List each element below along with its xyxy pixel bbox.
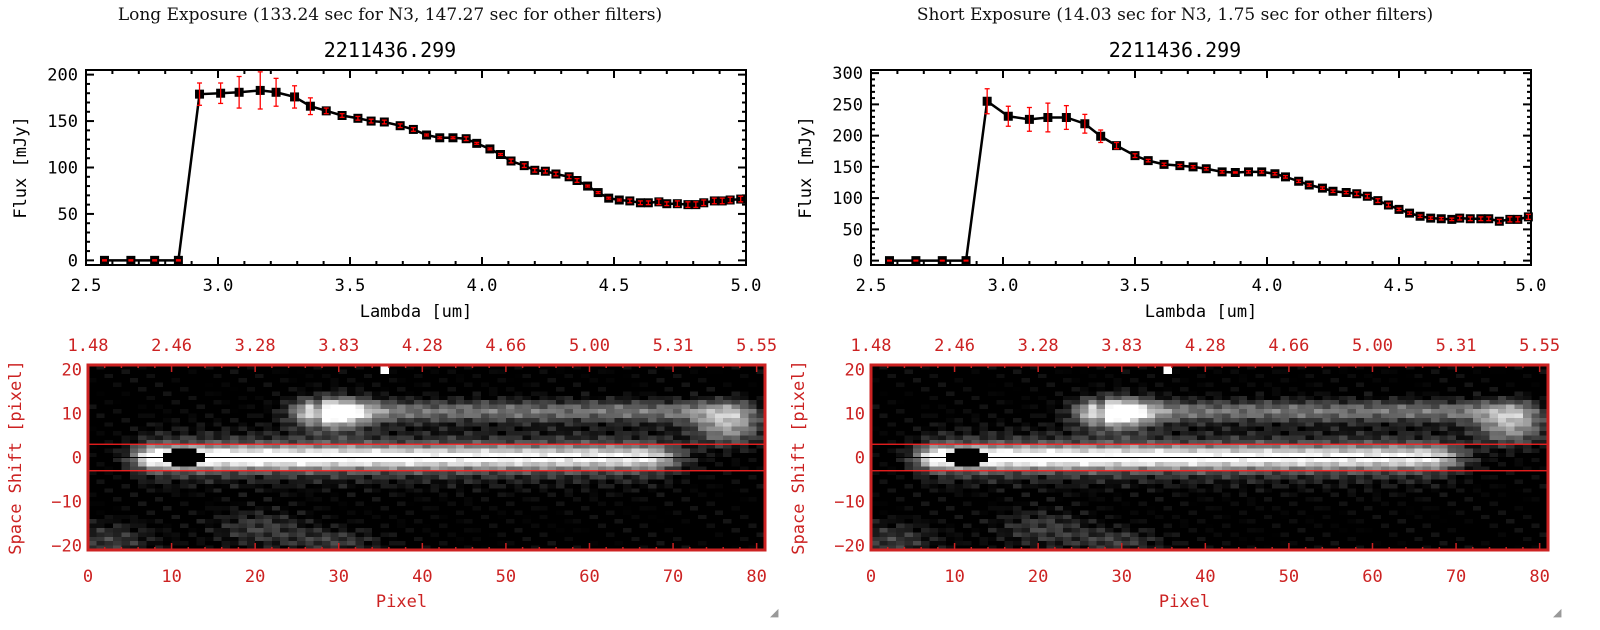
x-tick-label: 50 [496,567,516,587]
y-tick-label: 0 [68,251,78,271]
y-tick-label: 10 [62,404,82,424]
x-tick-label: 5.0 [1516,276,1547,296]
y-tick-label: 10 [845,404,865,424]
y-tick-label: −20 [51,537,82,557]
x-tick-label: 30 [1111,567,1131,587]
x-tick-label: 5.0 [731,276,762,296]
x-tick-label: 50 [1279,567,1299,587]
x-tick-label: 3.5 [1120,276,1151,296]
flux-line [889,99,1529,262]
wavelength-tick-label: 4.28 [402,336,443,356]
wavelength-tick-label: 3.28 [1018,336,1059,356]
y-tick-label: 50 [58,205,78,225]
wavelength-tick-label: 3.83 [1101,336,1142,356]
wavelength-tick-label: 1.48 [851,336,892,356]
y-tick-label: −20 [834,537,865,557]
y-tick-label: 300 [832,64,863,84]
y-axis-label: Flux [mJy] [11,116,31,218]
long-exposure-title: Long Exposure (133.24 sec for N3, 147.27… [117,5,663,25]
x-tick-label: 4.5 [599,276,630,296]
y-tick-label: 150 [47,112,78,132]
y-tick-label: −10 [51,493,82,513]
x-axis-label: Lambda [um] [360,302,473,322]
x-tick-label: 40 [412,567,432,587]
short-exposure-object-id: 2211436.299 [1108,38,1242,62]
x-tick-label: 30 [328,567,348,587]
wavelength-tick-label: 3.83 [318,336,359,356]
x-tick-label: 70 [663,567,683,587]
y-tick-label: 100 [47,159,78,179]
y-tick-label: 0 [72,449,82,469]
x-tick-label: 80 [1529,567,1549,587]
x-axis-label: Pixel [376,592,427,612]
x-tick-label: 10 [161,567,181,587]
plot-frame [85,69,747,266]
x-tick-label: 20 [1028,567,1048,587]
wavelength-tick-label: 2.46 [934,336,975,356]
x-tick-label: 2.5 [71,276,102,296]
x-tick-label: 4.0 [467,276,498,296]
y-tick-label: 20 [62,360,82,380]
x-axis-label: Pixel [1159,592,1210,612]
y-tick-label: 200 [47,66,78,86]
wavelength-tick-label: 4.28 [1185,336,1226,356]
y-tick-label: 0 [853,252,863,272]
x-tick-label: 3.0 [203,276,234,296]
y-axis-label: Flux [mJy] [796,116,816,218]
wavelength-tick-label: 5.31 [1436,336,1477,356]
y-tick-label: 0 [855,449,865,469]
y-axis-label: Space Shift [pixel] [789,360,809,554]
resize-grip-icon[interactable]: ◢ [1553,606,1562,619]
x-axis-label: Lambda [um] [1145,302,1258,322]
image-frame [86,363,767,552]
x-tick-label: 10 [944,567,964,587]
wavelength-tick-label: 5.00 [569,336,610,356]
wavelength-tick-label: 2.46 [151,336,192,356]
x-tick-label: 70 [1446,567,1466,587]
y-tick-label: 100 [832,189,863,209]
x-tick-label: 20 [245,567,265,587]
flux-line [104,89,741,262]
x-tick-label: 60 [579,567,599,587]
wavelength-tick-label: 1.48 [68,336,109,356]
x-tick-label: 60 [1362,567,1382,587]
wavelength-tick-label: 4.66 [485,336,526,356]
y-tick-label: 200 [832,127,863,147]
x-tick-label: 0 [83,567,93,587]
x-tick-label: 2.5 [856,276,887,296]
y-axis-label: Space Shift [pixel] [6,360,26,554]
x-tick-label: 4.0 [1252,276,1283,296]
x-tick-label: 40 [1195,567,1215,587]
wavelength-tick-label: 3.28 [235,336,276,356]
short-exposure-title: Short Exposure (14.03 sec for N3, 1.75 s… [916,5,1434,25]
x-tick-label: 3.0 [988,276,1019,296]
x-tick-label: 3.5 [335,276,366,296]
y-tick-label: −10 [834,493,865,513]
resize-grip-icon[interactable]: ◢ [770,606,779,619]
x-tick-label: 4.5 [1384,276,1415,296]
y-tick-label: 150 [832,158,863,178]
y-tick-label: 50 [843,220,863,240]
wavelength-tick-label: 4.66 [1268,336,1309,356]
x-tick-label: 0 [866,567,876,587]
wavelength-tick-label: 5.55 [1519,336,1560,356]
image-frame [869,363,1550,552]
long-exposure-object-id: 2211436.299 [323,38,457,62]
x-tick-label: 80 [746,567,766,587]
wavelength-tick-label: 5.31 [653,336,694,356]
y-tick-label: 20 [845,360,865,380]
y-tick-label: 250 [832,95,863,115]
wavelength-tick-label: 5.00 [1352,336,1393,356]
wavelength-tick-label: 5.55 [736,336,777,356]
